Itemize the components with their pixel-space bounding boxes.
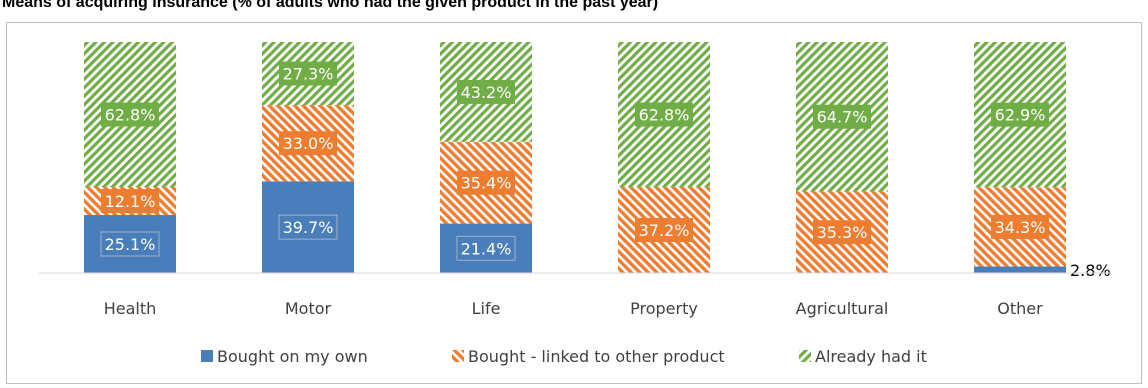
data-label-life-series-2: 35.4% <box>461 174 512 193</box>
x-tick-labels-group: Health Motor Life Property Agricultural Other <box>104 299 1043 318</box>
data-label-life-series-1: 21.4% <box>461 239 512 258</box>
data-label-box <box>101 189 159 214</box>
x-tick-label-property: Property <box>630 299 698 318</box>
data-label-box <box>279 61 337 86</box>
bar-other-series-1 <box>974 266 1066 273</box>
data-label-box <box>457 79 515 104</box>
x-tick-label-life: Life <box>472 299 501 318</box>
data-labels-group: 25.1% 12.1% 62.8% 39.7% 33.0% 27.3% 21.4% 35.4%… <box>100 61 1111 280</box>
data-label-box <box>101 102 159 127</box>
data-label-box <box>278 214 338 240</box>
legend-swatch-2 <box>452 350 464 362</box>
data-label-motor-series-1: 39.7% <box>283 218 334 237</box>
data-label-property-series-2: 37.2% <box>639 221 690 240</box>
data-label-box <box>456 235 516 261</box>
data-label-box <box>457 170 515 195</box>
data-label-health-series-2: 12.1% <box>105 192 156 211</box>
bars-group <box>84 42 1066 273</box>
legend-label-1: Bought on my own <box>217 347 368 366</box>
data-label-box <box>100 231 160 257</box>
legend-label-2: Bought - linked to other product <box>468 347 725 366</box>
chart-frame <box>6 22 1142 384</box>
data-label-box <box>991 102 1049 127</box>
data-label-box <box>813 104 871 129</box>
x-tick-label-other: Other <box>997 299 1043 318</box>
legend-swatch-3 <box>799 350 811 362</box>
x-tick-label-motor: Motor <box>285 299 332 318</box>
data-label-other-series-3: 62.9% <box>995 106 1046 125</box>
data-label-box <box>279 131 337 156</box>
data-label-box <box>991 214 1049 239</box>
data-label-health-series-1: 25.1% <box>105 235 156 254</box>
data-label-other-series-1: 2.8% <box>1070 261 1111 280</box>
legend: Bought on my own Bought - linked to other… <box>201 347 927 366</box>
data-label-box <box>813 220 871 245</box>
chart-title: Means of acquiring insurance (% of adult… <box>2 0 659 11</box>
data-label-agricultural-series-3: 64.7% <box>817 108 868 127</box>
data-label-life-series-3: 43.2% <box>461 83 512 102</box>
data-label-health-series-3: 62.8% <box>105 106 156 125</box>
data-label-motor-series-2: 33.0% <box>283 134 334 153</box>
x-tick-label-agricultural: Agricultural <box>796 299 889 318</box>
data-label-property-series-3: 62.8% <box>639 106 690 125</box>
data-label-box <box>635 218 693 243</box>
data-label-motor-series-3: 27.3% <box>283 65 334 84</box>
legend-label-3: Already had it <box>815 347 927 366</box>
legend-swatch-1 <box>201 350 213 362</box>
data-label-box <box>635 102 693 127</box>
data-label-other-series-2: 34.3% <box>995 218 1046 237</box>
data-label-agricultural-series-2: 35.3% <box>817 223 868 242</box>
x-tick-label-health: Health <box>104 299 157 318</box>
